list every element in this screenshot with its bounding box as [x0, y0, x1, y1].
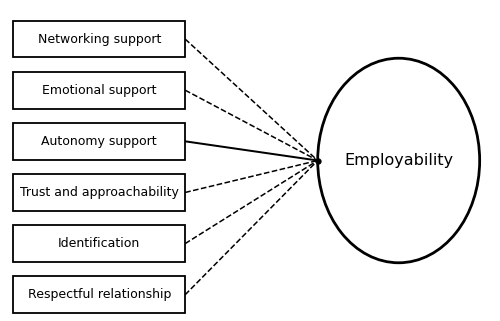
Text: Autonomy support: Autonomy support	[42, 135, 157, 148]
Text: Identification: Identification	[58, 237, 140, 250]
Text: Networking support: Networking support	[38, 32, 161, 46]
Bar	[14, 225, 185, 262]
Ellipse shape	[318, 58, 480, 263]
Text: Trust and approachability: Trust and approachability	[20, 186, 178, 199]
Bar	[14, 174, 185, 211]
Bar	[14, 21, 185, 57]
Bar	[14, 276, 185, 313]
Bar	[14, 123, 185, 160]
Text: Employability: Employability	[344, 153, 453, 168]
Text: Emotional support: Emotional support	[42, 84, 156, 97]
Bar	[14, 72, 185, 108]
Text: Respectful relationship: Respectful relationship	[28, 288, 171, 301]
